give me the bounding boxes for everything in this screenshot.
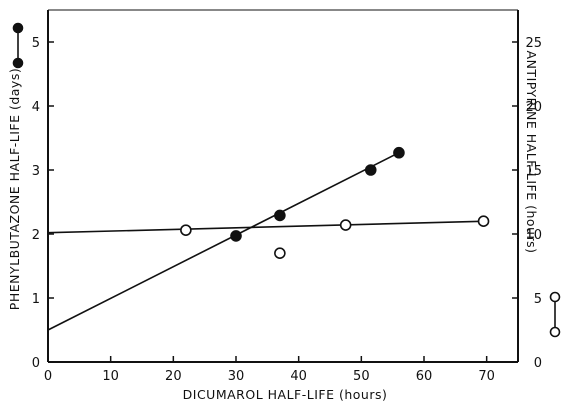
x-tick-label: 50 <box>353 369 370 384</box>
y-left-tick-label: 4 <box>32 100 40 115</box>
data-points <box>180 146 490 259</box>
x-tick-label: 0 <box>44 369 52 384</box>
y-left-tick-label: 0 <box>32 356 40 371</box>
data-point-filled <box>274 209 286 222</box>
data-point-open <box>339 219 352 231</box>
y-left-tick-label: 1 <box>32 292 40 307</box>
y-right-tick-label: 0 <box>534 356 542 371</box>
y-axis-left-label: PHENYLBUTAZONE HALF-LIFE (days) <box>7 68 22 310</box>
data-point-filled <box>393 146 405 159</box>
y-left-tick-label: 5 <box>32 36 40 51</box>
x-axis-label: DICUMAROL HALF-LIFE (hours) <box>183 387 388 402</box>
y-right-tick-label: 10 <box>525 228 542 243</box>
data-point-open <box>180 224 192 236</box>
fit-line-right <box>47 220 487 234</box>
data-point-open <box>274 247 286 259</box>
y-left-tick-label: 2 <box>32 228 40 243</box>
x-tick-label: 30 <box>228 369 245 384</box>
x-tick-label: 20 <box>165 369 182 384</box>
legend-filled-marker <box>12 22 24 34</box>
y-right-tick-label: 15 <box>525 164 542 179</box>
y-right-tick-label: 20 <box>525 100 542 115</box>
axes <box>47 9 519 363</box>
x-tick-label: 70 <box>478 369 495 384</box>
x-tick-label: 10 <box>102 369 119 384</box>
fit-line-left <box>47 152 400 331</box>
y-right-tick-label: 5 <box>534 292 542 307</box>
legend-open-marker <box>549 326 561 338</box>
legend-markers <box>12 22 561 338</box>
legend-filled-marker <box>12 57 24 69</box>
data-point-open <box>477 215 490 227</box>
data-point-filled <box>230 230 242 242</box>
x-tick-label: 40 <box>290 369 307 384</box>
data-point-filled <box>364 164 377 176</box>
fit-lines <box>47 152 487 331</box>
y-right-tick-label: 25 <box>525 36 542 51</box>
x-tick-label: 60 <box>416 369 433 384</box>
y-axis-right-label: ANTIPYRINE HALF-LIFE (hours) <box>524 51 539 254</box>
legend-open-marker <box>549 291 561 303</box>
y-left-tick-label: 3 <box>32 164 40 179</box>
